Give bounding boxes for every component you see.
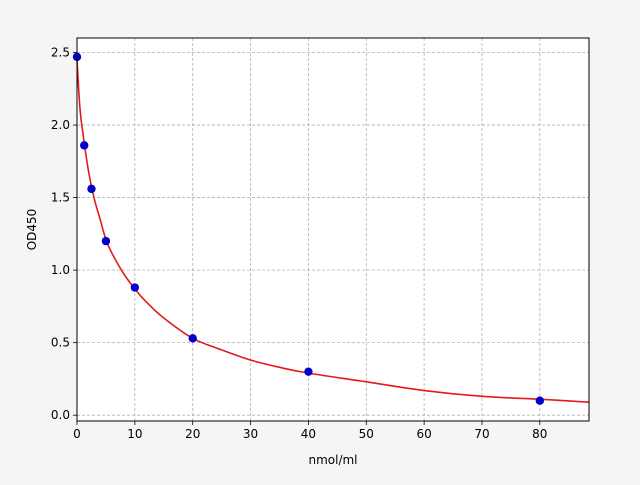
x-tick-label: 30: [243, 427, 258, 441]
x-tick-label: 80: [532, 427, 547, 441]
x-axis-label: nmol/ml: [308, 453, 357, 467]
data-point: [304, 367, 313, 376]
data-points-layer: [72, 52, 545, 405]
x-tick-label: 20: [185, 427, 200, 441]
data-point: [80, 141, 89, 150]
x-tick-label: 50: [359, 427, 374, 441]
y-tick-label: 1.5: [51, 191, 70, 205]
y-axis-label: OD450: [25, 209, 39, 251]
x-axis-ticks: 0 10 20 30 40 50 60 70 80: [73, 421, 547, 441]
y-axis-ticks: 0.0 0.5 1.0 1.5 2.0 2.5: [51, 46, 77, 422]
plot-area: [77, 38, 589, 421]
x-tick-label: 0: [73, 427, 81, 441]
data-point: [87, 184, 96, 194]
data-point: [188, 334, 197, 343]
x-tick-label: 70: [474, 427, 489, 441]
y-tick-label: 1.0: [51, 263, 70, 277]
y-tick-label: 0.0: [51, 408, 70, 422]
x-tick-label: 60: [416, 427, 431, 441]
y-tick-label: 2.5: [51, 46, 70, 60]
data-point: [130, 283, 140, 292]
data-point: [535, 396, 545, 405]
data-point: [101, 236, 111, 246]
x-tick-label: 10: [127, 427, 142, 441]
y-tick-label: 0.5: [51, 336, 70, 350]
x-tick-label: 40: [301, 427, 316, 441]
y-tick-label: 2.0: [51, 118, 70, 132]
plot-frame: [76, 37, 590, 422]
